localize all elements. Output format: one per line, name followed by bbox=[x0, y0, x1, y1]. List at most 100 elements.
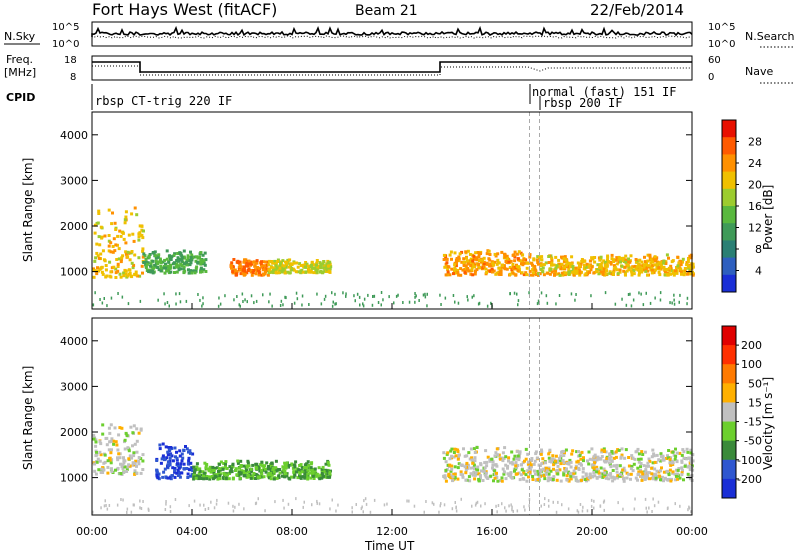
velocity-cell bbox=[473, 473, 477, 477]
power-cell bbox=[151, 271, 155, 275]
power-ground-cell bbox=[414, 300, 416, 304]
velocity-cell bbox=[239, 459, 243, 463]
power-cell bbox=[286, 270, 290, 274]
velocity-cbar-label: Velocity [m s⁻¹] bbox=[761, 377, 775, 470]
power-cell bbox=[630, 266, 634, 270]
velocity-cell bbox=[186, 462, 190, 466]
power-cell bbox=[142, 261, 146, 264]
velocity-cell bbox=[615, 470, 619, 474]
power-cell bbox=[542, 273, 546, 277]
velocity-cell bbox=[691, 453, 695, 457]
power-cell bbox=[473, 265, 477, 269]
power-cell bbox=[514, 273, 518, 277]
power-cbar-label: Power [dB] bbox=[761, 185, 775, 250]
power-cell bbox=[609, 262, 613, 266]
power-cell bbox=[495, 262, 499, 266]
power-cell bbox=[560, 256, 564, 260]
velocity-cell bbox=[509, 475, 513, 479]
xaxis-label: Time UT bbox=[364, 539, 415, 553]
velocity-cell bbox=[255, 462, 259, 466]
velocity-ground-cell bbox=[174, 498, 177, 501]
velocity-cell bbox=[670, 461, 674, 465]
velocity-cell bbox=[642, 464, 646, 468]
power-cell bbox=[490, 267, 494, 271]
power-cell bbox=[148, 264, 152, 268]
velocity-cell bbox=[450, 467, 454, 471]
power-cell bbox=[261, 260, 265, 264]
power-cell bbox=[466, 268, 470, 271]
power-cell bbox=[115, 258, 119, 261]
velocity-cell bbox=[249, 476, 253, 480]
power-cell bbox=[588, 270, 592, 274]
velocity-cbar-tick-label-5: -50 bbox=[744, 435, 762, 448]
power-cell bbox=[481, 258, 484, 262]
velocity-ground-cell bbox=[255, 501, 258, 505]
velocity-cell bbox=[669, 463, 673, 467]
velocity-ground-cell bbox=[331, 498, 333, 502]
power-cell bbox=[151, 251, 155, 255]
power-cell bbox=[497, 261, 501, 265]
power-ground-cell bbox=[127, 302, 130, 306]
velocity-ground-cell bbox=[516, 509, 519, 513]
velocity-ground-cell bbox=[142, 500, 144, 503]
velocity-cell bbox=[252, 472, 256, 475]
velocity-cell bbox=[596, 455, 600, 459]
velocity-cell bbox=[205, 477, 209, 481]
power-cell bbox=[600, 261, 604, 265]
velocity-cell bbox=[274, 459, 278, 463]
velocity-cell bbox=[191, 469, 195, 473]
velocity-cell bbox=[175, 456, 179, 460]
velocity-cell bbox=[257, 465, 261, 469]
power-frame bbox=[91, 111, 693, 310]
power-ytick-label-0: 1000 bbox=[60, 266, 88, 279]
power-cell bbox=[520, 262, 523, 266]
velocity-cell bbox=[180, 459, 184, 463]
velocity-cell bbox=[135, 471, 139, 475]
power-cell bbox=[674, 270, 678, 274]
velocity-ground-cell bbox=[451, 507, 454, 511]
velocity-cell bbox=[173, 475, 177, 479]
power-cell bbox=[140, 228, 144, 232]
velocity-cell bbox=[689, 448, 693, 452]
velocity-cell bbox=[451, 475, 455, 479]
velocity-cell bbox=[670, 459, 674, 463]
velocity-cell bbox=[657, 470, 661, 474]
velocity-cell bbox=[577, 450, 580, 453]
power-cell bbox=[101, 272, 105, 276]
velocity-cell bbox=[222, 471, 226, 475]
velocity-cell bbox=[107, 426, 111, 430]
power-cell bbox=[189, 250, 192, 254]
freq-tick-top: 18 bbox=[64, 55, 77, 66]
velocity-cell bbox=[536, 469, 540, 473]
power-cell bbox=[95, 242, 99, 246]
velocity-cell bbox=[551, 454, 555, 458]
velocity-cell bbox=[659, 454, 663, 458]
velocity-cell bbox=[674, 454, 678, 458]
power-cell bbox=[627, 260, 631, 263]
power-cell bbox=[116, 269, 120, 273]
power-cbar-segment-1 bbox=[722, 137, 736, 155]
power-ground-cell bbox=[285, 296, 287, 300]
power-cell bbox=[539, 267, 543, 271]
power-cell bbox=[247, 259, 251, 263]
power-cell bbox=[491, 261, 495, 265]
power-cell bbox=[683, 267, 687, 270]
power-cell bbox=[104, 275, 108, 279]
velocity-cell bbox=[538, 463, 542, 467]
power-cell bbox=[143, 254, 147, 258]
power-cell bbox=[554, 269, 558, 273]
velocity-ground-cell bbox=[282, 498, 284, 502]
power-ground-cell bbox=[362, 304, 365, 308]
power-cell bbox=[449, 250, 453, 254]
power-cell bbox=[175, 263, 179, 267]
power-cell bbox=[126, 255, 130, 259]
velocity-cell bbox=[514, 457, 518, 461]
velocity-cell bbox=[196, 468, 200, 472]
velocity-cell bbox=[96, 457, 100, 461]
power-cell bbox=[182, 249, 186, 253]
power-cell bbox=[95, 251, 99, 255]
power-cell bbox=[670, 260, 674, 264]
velocity-cell bbox=[563, 467, 567, 470]
power-ground-cell bbox=[224, 294, 226, 298]
